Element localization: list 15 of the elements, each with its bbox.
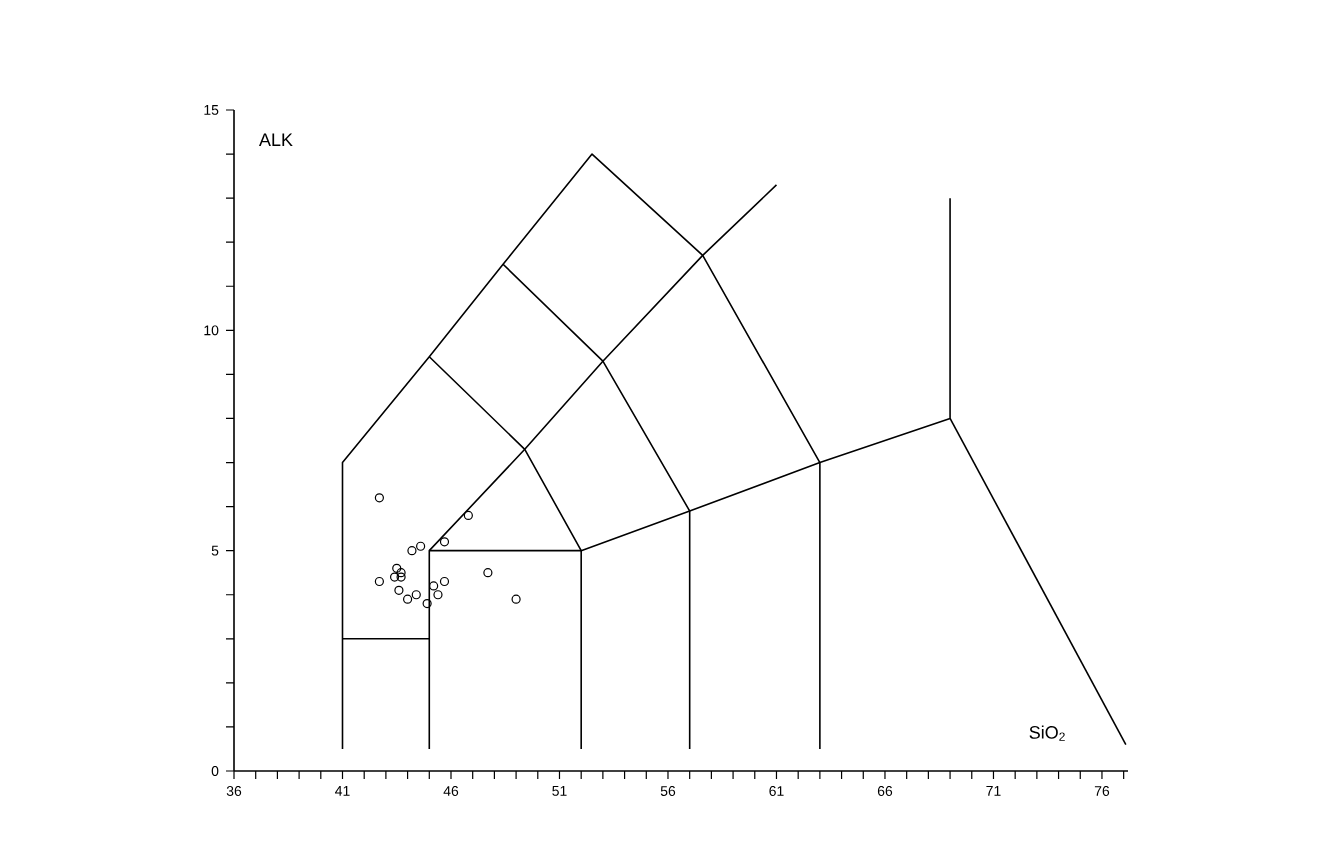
y-tick-label: 10 xyxy=(204,325,219,336)
y-tick-label: 0 xyxy=(211,766,219,776)
y-axis-title: ALK xyxy=(258,133,293,146)
x-tick-label: 36 xyxy=(226,786,242,796)
x-tick-label: 71 xyxy=(986,786,1001,796)
x-tick-label: 61 xyxy=(769,786,784,796)
x-tick-label: 76 xyxy=(1094,786,1110,796)
y-tick-label: 15 xyxy=(204,105,219,115)
x-tick-label: 41 xyxy=(335,786,350,796)
x-axis-title: SiO$_{2}$ xyxy=(1029,725,1065,741)
x-tick-label: 66 xyxy=(877,786,893,796)
x-tick-label: 51 xyxy=(552,786,567,796)
y-tick-label: 5 xyxy=(211,545,219,556)
x-tick-label: 56 xyxy=(660,786,676,796)
x-tick-label: 46 xyxy=(443,786,459,796)
